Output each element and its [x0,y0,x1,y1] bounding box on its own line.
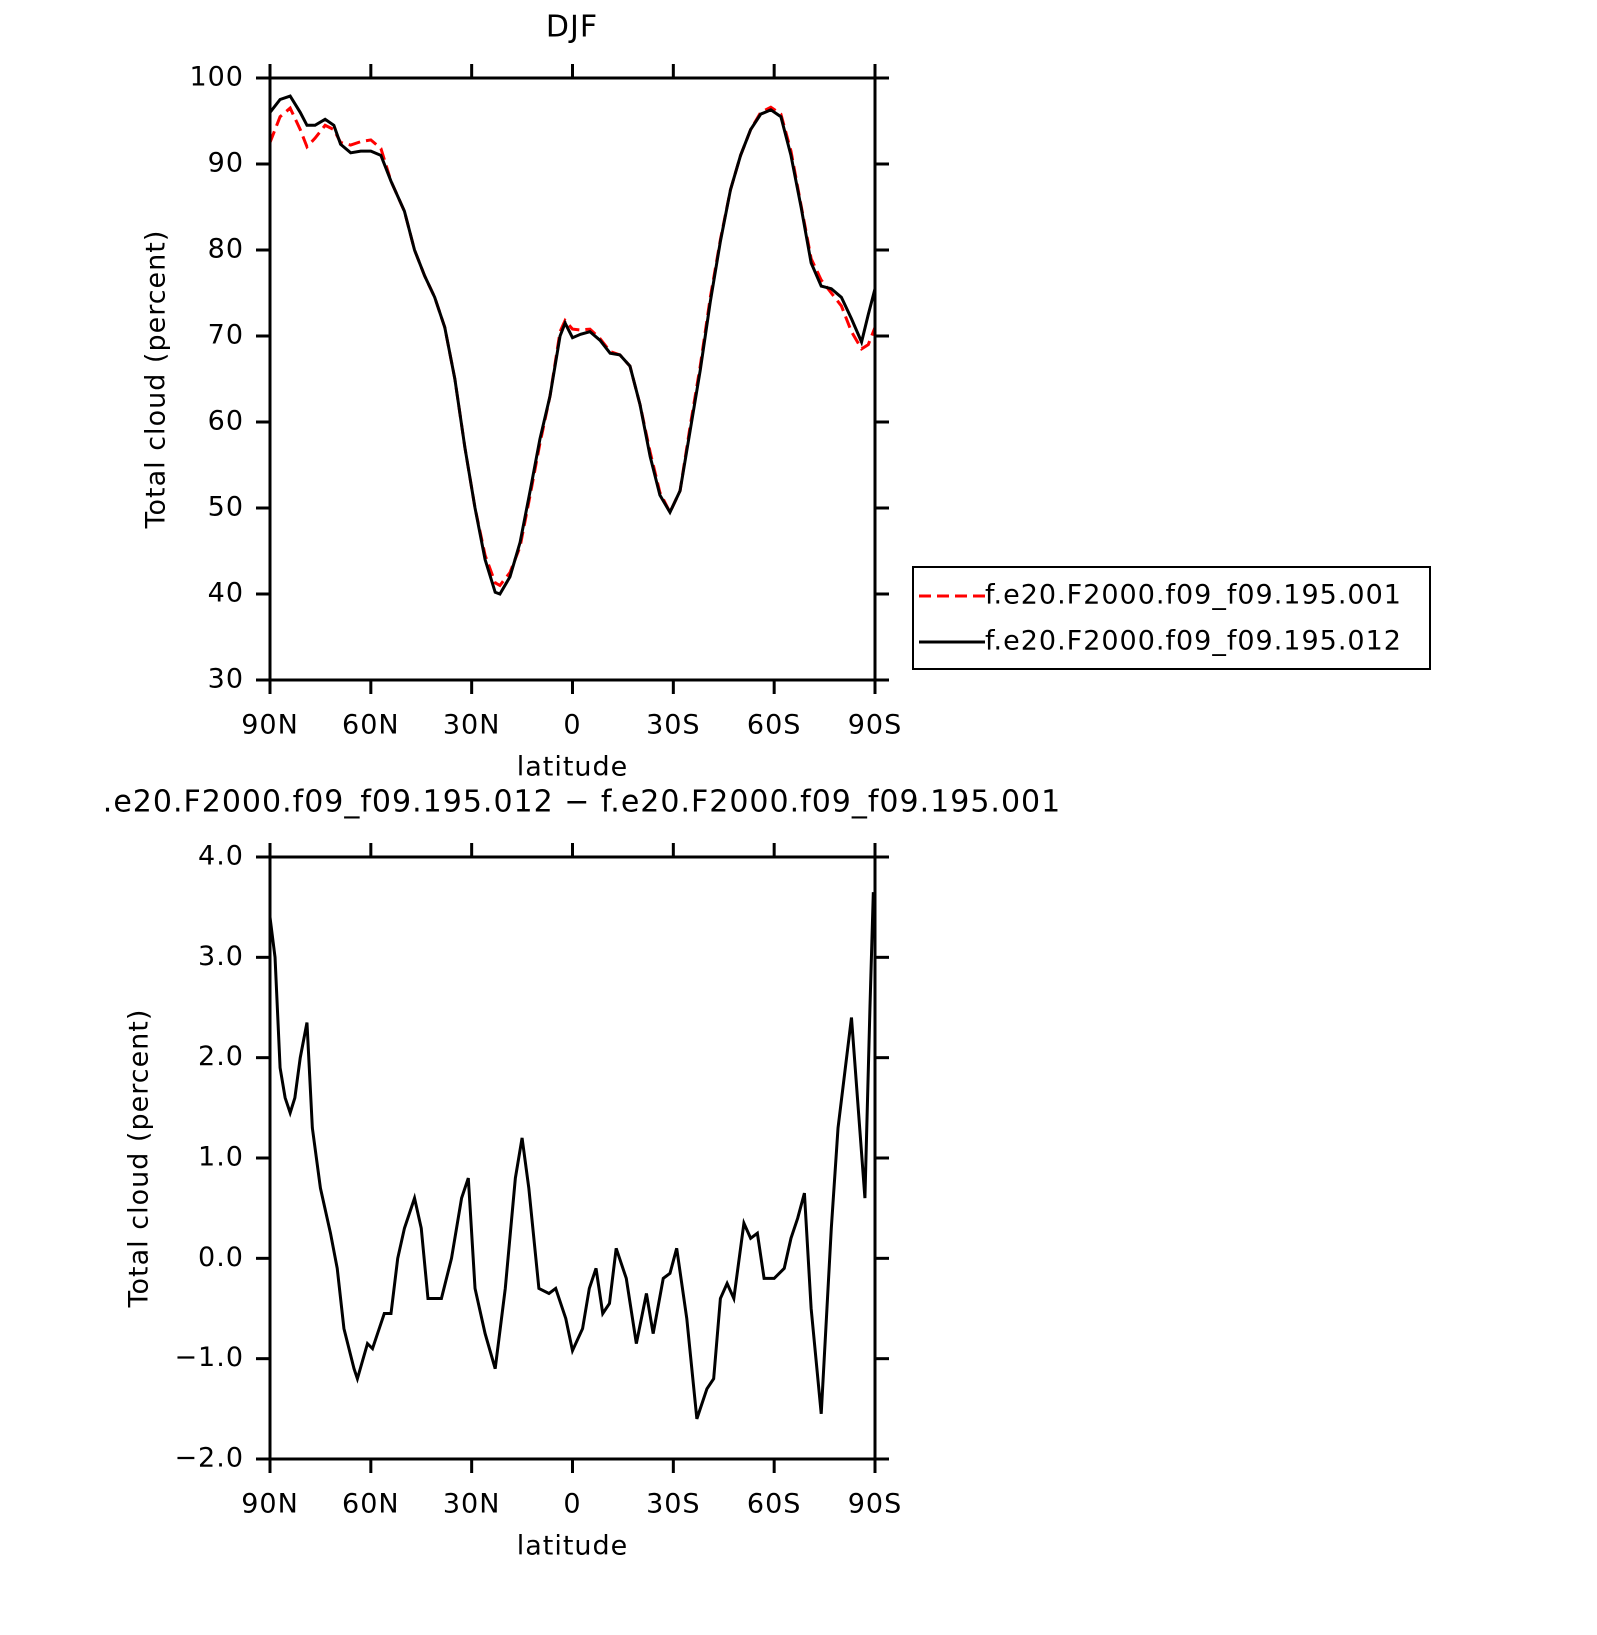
y-axis-label: Total cloud (percent) [124,1009,155,1309]
y-tick-label: −2.0 [174,1443,244,1474]
y-axis-label: Total cloud (percent) [141,230,172,530]
y-tick-label: −1.0 [174,1342,244,1373]
y-tick-label: 40 [208,578,244,609]
y-tick-label: 3.0 [198,941,244,972]
y-tick-label: 0.0 [198,1242,244,1273]
y-tick-label: 2.0 [198,1041,244,1072]
x-tick-label: 90N [241,1489,299,1520]
x-tick-label: 60S [747,1489,802,1520]
x-tick-label: 60N [342,710,400,741]
x-tick-label: 30S [646,710,701,741]
x-tick-label: 0 [563,710,581,741]
y-tick-label: 70 [208,320,244,351]
data-line [268,105,877,588]
legend-box [912,566,1431,670]
x-tick-label: 0 [563,1489,581,1520]
chart-title: DJF [546,10,598,45]
y-tick-label: 4.0 [198,841,244,872]
x-axis-label: latitude [517,1531,629,1562]
data-line [268,94,877,596]
x-tick-label: 30N [443,710,501,741]
x-tick-label: 60N [342,1489,400,1520]
y-tick-label: 90 [208,148,244,179]
y-tick-label: 60 [208,406,244,437]
x-tick-label: 30N [443,1489,501,1520]
y-tick-label: 80 [208,234,244,265]
data-line [268,892,877,1420]
x-tick-label: 90S [848,1489,903,1520]
legend-label: f.e20.F2000.f09_f09.195.001 [985,580,1402,611]
y-tick-label: 50 [208,492,244,523]
x-tick-label: 90N [241,710,299,741]
legend-label: f.e20.F2000.f09_f09.195.012 [985,626,1402,657]
x-tick-label: 60S [747,710,802,741]
chart-title: .e20.F2000.f09_f09.195.012 − f.e20.F2000… [103,785,1061,820]
y-tick-label: 100 [189,62,244,93]
x-tick-label: 90S [848,710,903,741]
x-axis-label: latitude [517,752,629,783]
y-tick-label: 30 [208,664,244,695]
plot-frame [268,76,877,682]
y-tick-label: 1.0 [198,1142,244,1173]
x-tick-label: 30S [646,1489,701,1520]
